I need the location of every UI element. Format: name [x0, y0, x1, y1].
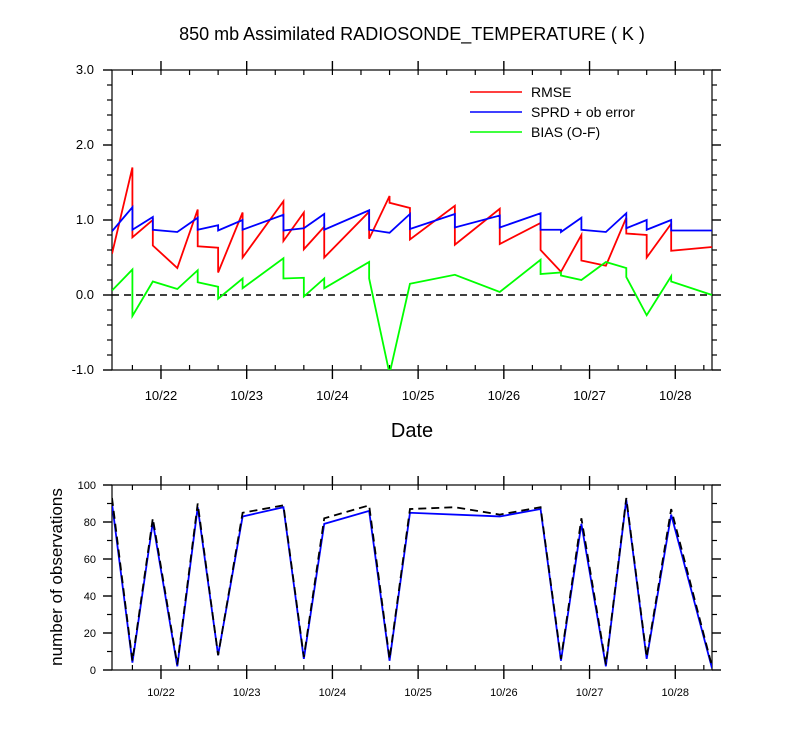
y-axis-label-observations: number of observations	[47, 488, 66, 666]
x-axis-label: Date	[391, 420, 433, 442]
y-tick-label-1-0: 1.0	[76, 212, 94, 227]
chart-title: 850 mb Assimilated RADIOSONDE_TEMPERATUR…	[179, 24, 645, 45]
series-line-bias-o-f	[112, 256, 712, 370]
x-tick-label-10-27: 10/27	[576, 687, 604, 699]
legend-label-bias: BIAS (O-F)	[531, 124, 600, 140]
x-tick-label-10-24: 10/24	[316, 388, 349, 403]
y-tick-label-0-0: 0.0	[76, 287, 94, 302]
x-tick-label-10-22: 10/22	[145, 388, 178, 403]
x-tick-label-10-22: 10/22	[147, 687, 175, 699]
series-line-sprd-ob-error	[112, 204, 712, 234]
legend-label-rmse: RMSE	[531, 84, 571, 100]
y-tick-label-60: 60	[84, 554, 96, 566]
y-tick-label-2-0: 2.0	[76, 137, 94, 152]
series-line-possible	[112, 497, 712, 667]
x-tick-label-10-23: 10/23	[230, 388, 263, 403]
bottom-plot: 10/22 10/23 10/24 10/25 10/26 10/27 10/28 0 20 40…	[78, 476, 721, 699]
legend: RMSE SPRD + ob error BIAS (O-F)	[470, 84, 635, 140]
x-tick-label-10-25: 10/25	[404, 687, 432, 699]
y-tick-label-100: 100	[78, 480, 96, 492]
y-tick-label-80: 80	[84, 517, 96, 529]
x-tick-label-10-28: 10/28	[661, 687, 689, 699]
y-tick-label-3-0: 3.0	[76, 62, 94, 77]
y-tick-label-20: 20	[84, 628, 96, 640]
series-line-assimilated	[112, 499, 712, 669]
top-plot: 10/22 10/23 10/24 10/25 10/26 10/27 10/28 -1.0 0…	[72, 61, 721, 403]
x-tick-label-10-26: 10/26	[488, 388, 521, 403]
legend-label-sprd: SPRD + ob error	[531, 104, 635, 120]
x-tick-label-10-25: 10/25	[402, 388, 435, 403]
y-tick-label-40: 40	[84, 591, 96, 603]
series-line-rmse	[112, 167, 712, 274]
y-tick-label-1-0: -1.0	[72, 362, 94, 377]
x-tick-label-10-24: 10/24	[319, 687, 347, 699]
x-tick-label-10-23: 10/23	[233, 687, 261, 699]
x-tick-label-10-26: 10/26	[490, 687, 518, 699]
x-tick-label-10-27: 10/27	[573, 388, 606, 403]
y-tick-label-0: 0	[90, 665, 96, 677]
x-tick-label-10-28: 10/28	[659, 388, 692, 403]
